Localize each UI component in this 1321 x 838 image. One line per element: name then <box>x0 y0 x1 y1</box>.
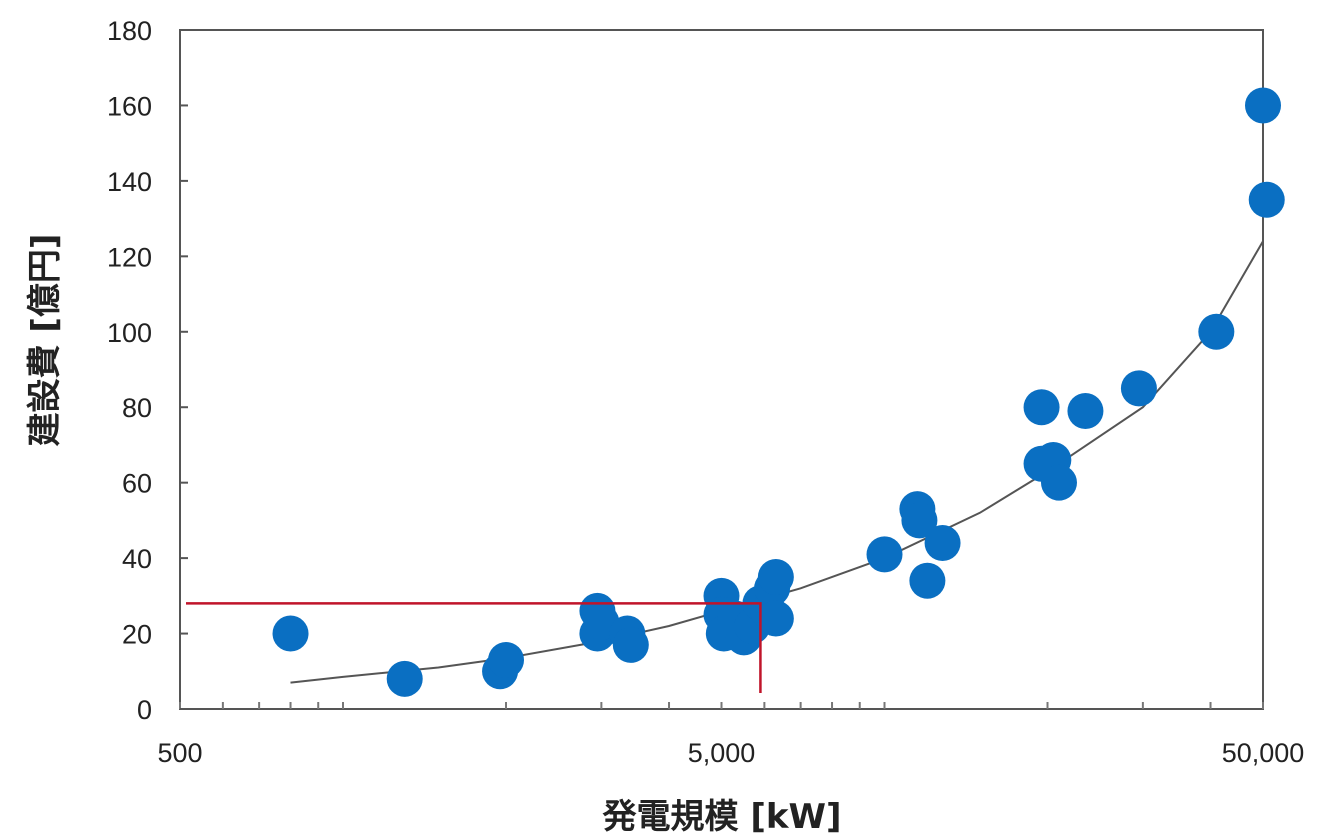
data-point <box>866 536 903 573</box>
y-tick-label: 100 <box>107 318 152 348</box>
x-minor-ticks <box>179 702 1264 709</box>
data-point <box>1120 370 1157 407</box>
y-tick-label: 0 <box>137 695 152 725</box>
data-points <box>272 87 1285 697</box>
x-axis-ticks: 500 5,000 50,000 <box>157 738 1304 768</box>
y-axis-ticks: 0 20 40 60 80 100 120 140 160 180 <box>107 16 188 725</box>
data-point <box>272 615 309 652</box>
y-tick-label: 60 <box>122 469 152 499</box>
y-tick-label: 20 <box>122 620 152 650</box>
data-point <box>1198 313 1235 350</box>
data-point <box>757 600 794 637</box>
data-point <box>612 626 649 663</box>
y-tick-label: 180 <box>107 16 152 46</box>
data-point <box>901 502 938 539</box>
x-tick-label: 500 <box>157 738 202 768</box>
y-axis-title: 建設費 [億円] <box>25 234 65 447</box>
y-tick-label: 40 <box>122 544 152 574</box>
x-axis-title: 発電規模 [kW] <box>602 797 841 837</box>
x-tick-label: 5,000 <box>688 738 756 768</box>
y-tick-label: 80 <box>122 393 152 423</box>
data-point <box>1067 392 1104 429</box>
reference-line <box>186 602 762 693</box>
data-point <box>757 558 794 595</box>
x-tick-label: 50,000 <box>1222 738 1305 768</box>
y-tick-label: 120 <box>107 242 152 272</box>
data-point <box>386 660 423 697</box>
data-point <box>1040 464 1077 501</box>
data-point <box>1248 181 1285 218</box>
data-point <box>1245 87 1281 124</box>
data-point <box>1023 389 1060 426</box>
data-point <box>909 562 946 599</box>
y-tick-label: 160 <box>107 91 152 121</box>
data-point <box>488 641 525 678</box>
y-tick-label: 140 <box>107 167 152 197</box>
data-point <box>924 525 961 562</box>
